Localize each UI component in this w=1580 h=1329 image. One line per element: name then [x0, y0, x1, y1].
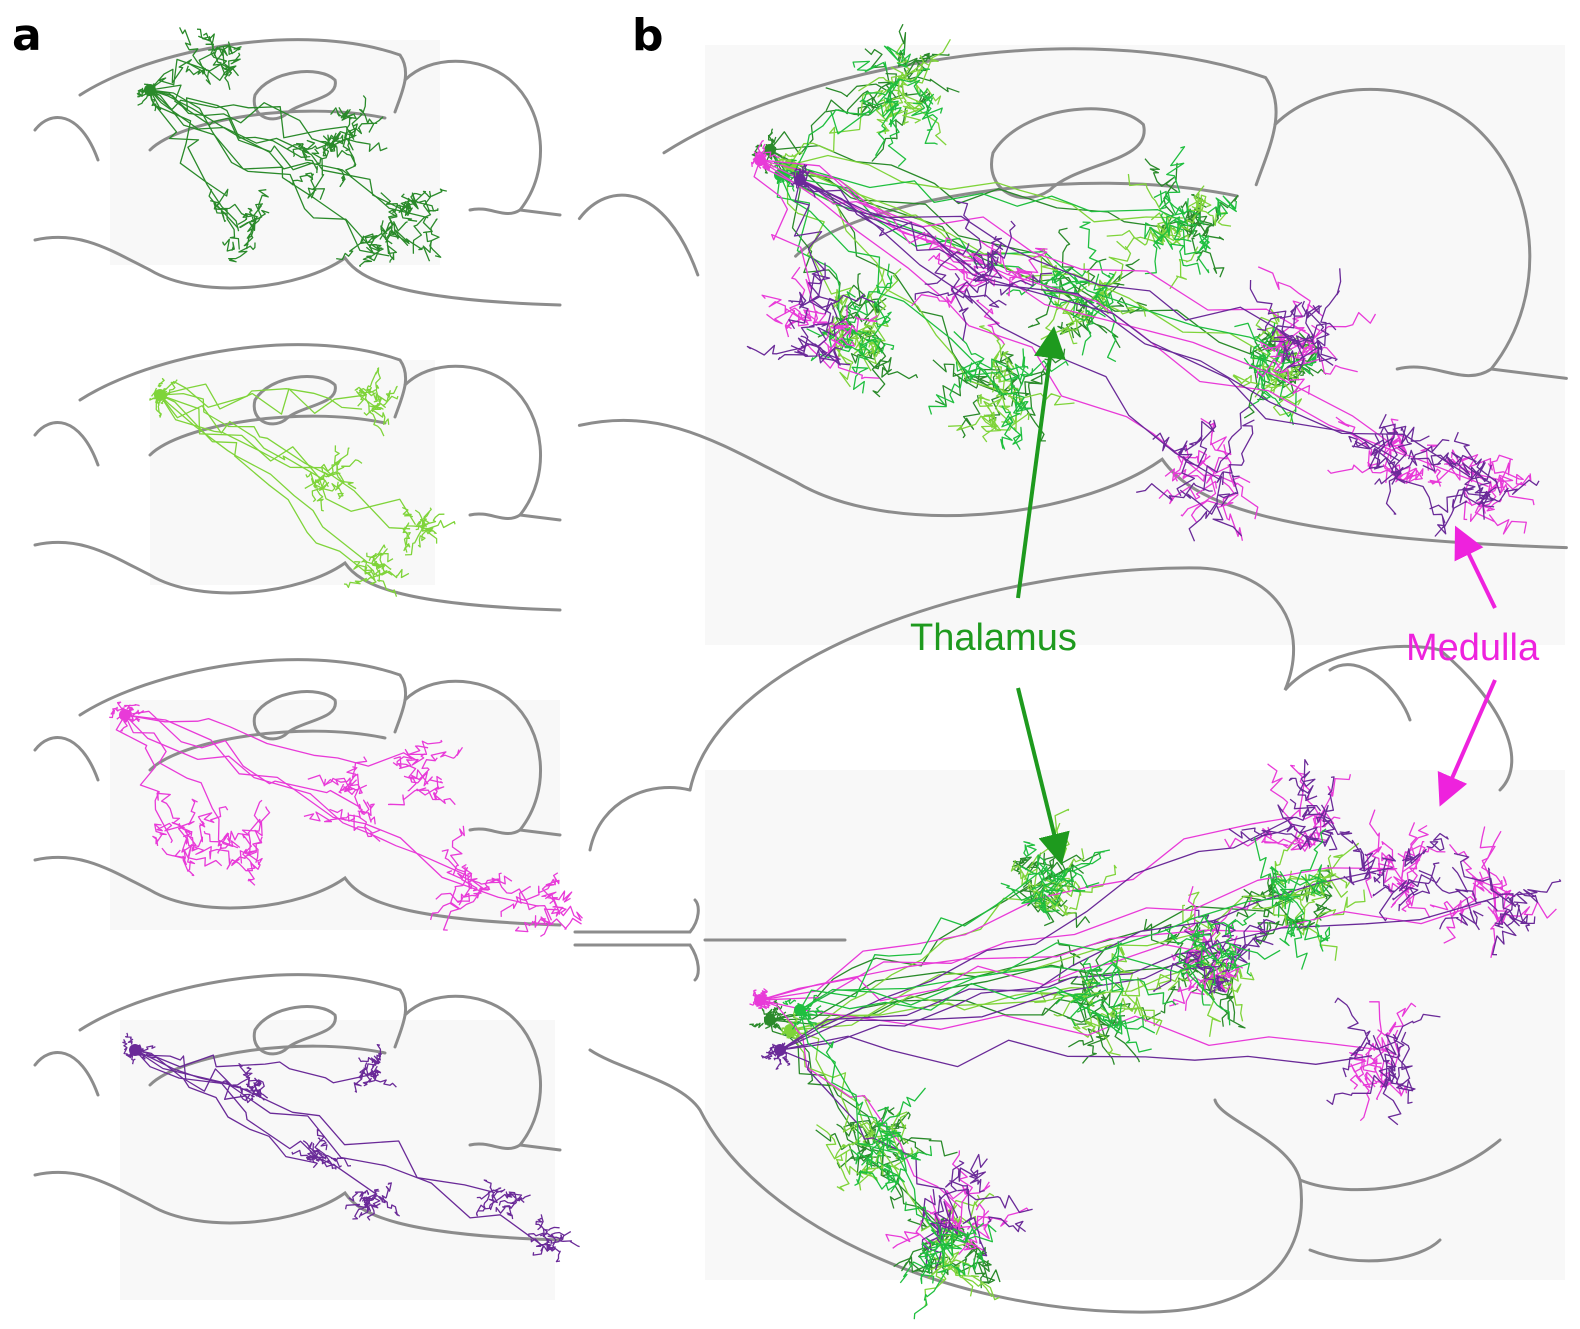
- soma: [144, 84, 156, 96]
- panel-label: a: [12, 10, 42, 61]
- soma: [754, 154, 766, 166]
- soma: [764, 1014, 776, 1026]
- soma: [754, 994, 766, 1006]
- soma: [774, 1044, 786, 1056]
- soma: [154, 389, 166, 401]
- annotation: Medulla: [1406, 627, 1540, 669]
- soma: [794, 1004, 806, 1016]
- annotation: Thalamus: [910, 617, 1077, 659]
- soma: [794, 174, 806, 186]
- soma: [119, 709, 131, 721]
- figure: a b Thalamus Medulla: [0, 0, 1580, 1329]
- panel-label: b: [632, 10, 664, 61]
- soma: [129, 1044, 141, 1056]
